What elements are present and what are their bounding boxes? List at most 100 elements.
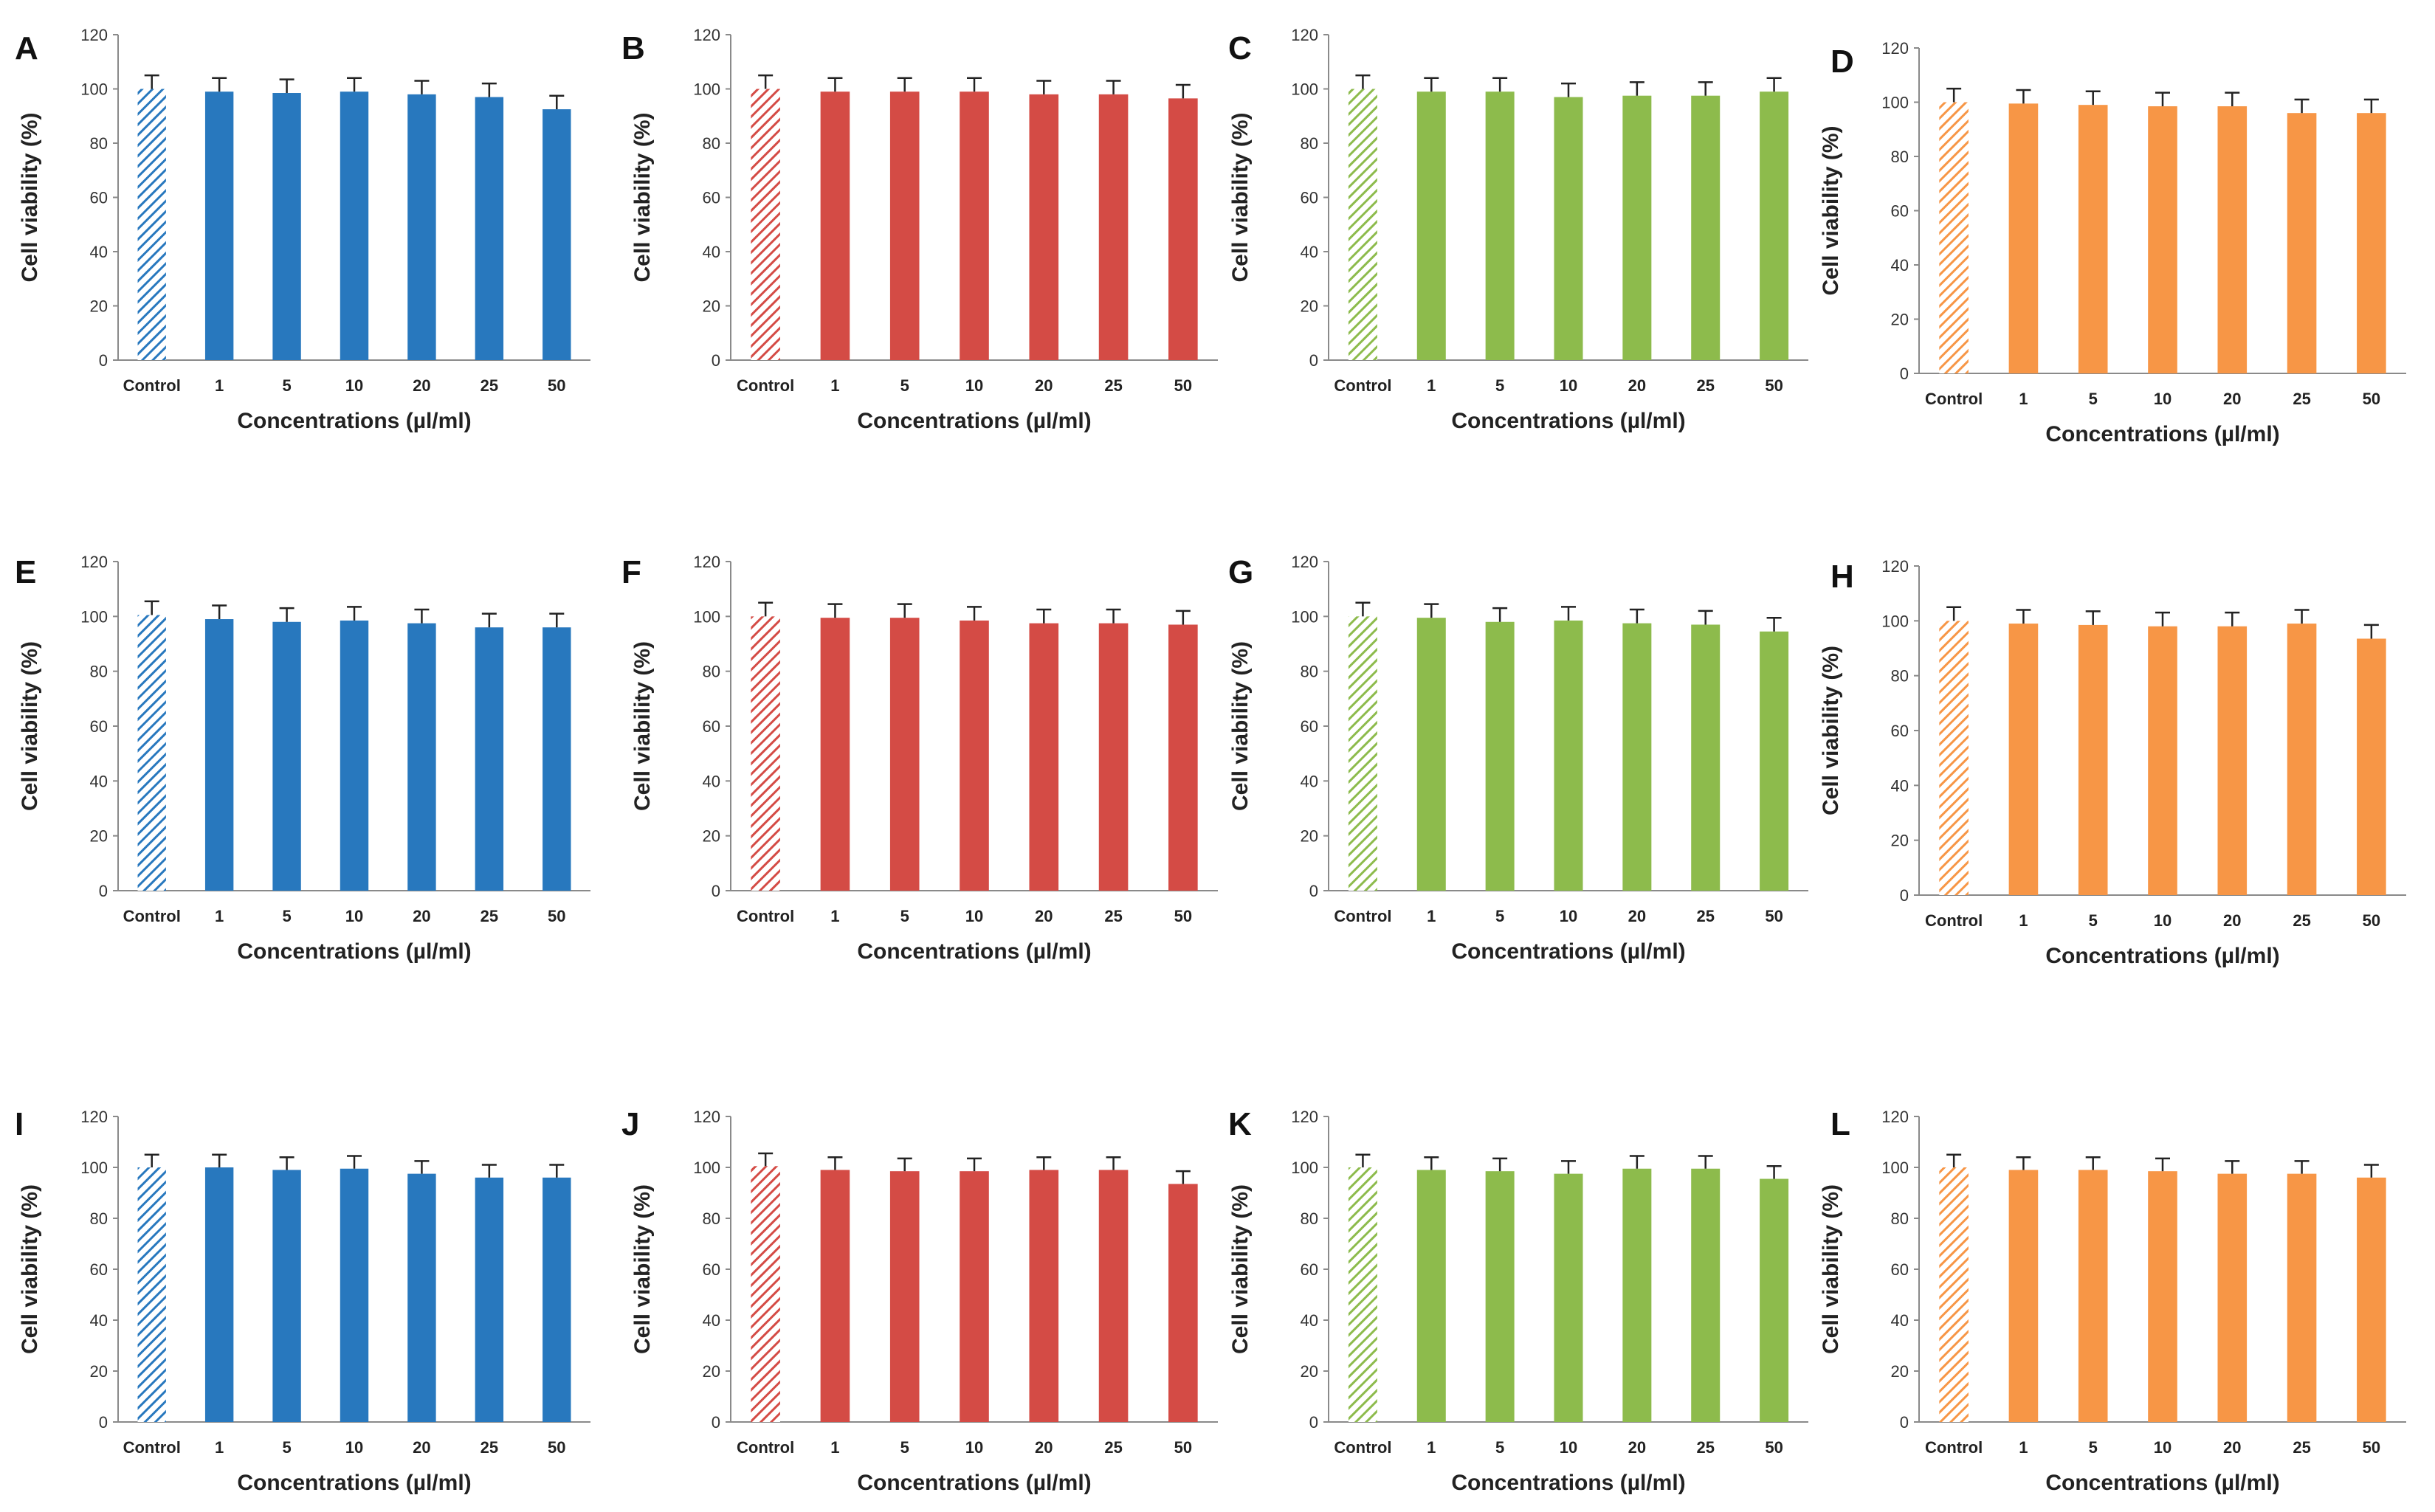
bar	[820, 1170, 850, 1422]
panel-label: B	[621, 30, 645, 66]
x-tick-label: 20	[413, 907, 430, 925]
y-tick-label: 80	[703, 1209, 720, 1228]
x-tick-label: 25	[481, 907, 498, 925]
y-tick-label: 100	[80, 1159, 108, 1177]
y-axis-title: Cell viability (%)	[1819, 646, 1843, 815]
bar	[2357, 1177, 2386, 1422]
x-tick-label: 20	[1628, 907, 1646, 925]
y-tick-label: 80	[90, 663, 108, 681]
bar	[1168, 98, 1198, 361]
x-tick-label: 10	[965, 1438, 983, 1457]
y-axis-title: Cell viability (%)	[1819, 125, 1843, 295]
bar	[2008, 1170, 2039, 1422]
bar	[2357, 113, 2386, 373]
bar	[2078, 105, 2108, 374]
bar	[1760, 1178, 1789, 1422]
bar	[2217, 626, 2248, 895]
y-axis-title: Cell viability (%)	[630, 1184, 655, 1354]
x-tick-label: 25	[1104, 1438, 1122, 1457]
x-tick-label: 1	[1427, 376, 1436, 395]
y-tick-label: 0	[99, 351, 108, 370]
x-tick-label: 5	[900, 907, 909, 925]
y-tick-label: 120	[80, 1108, 108, 1126]
bar	[2148, 1171, 2177, 1422]
panel-label: G	[1228, 554, 1253, 590]
y-tick-label: 40	[1301, 772, 1318, 790]
bar	[137, 615, 166, 891]
bar	[1098, 94, 1129, 360]
bar	[340, 92, 369, 361]
x-tick-label: 25	[481, 376, 498, 395]
x-tick-label: 25	[2293, 911, 2310, 930]
y-tick-label: 80	[1301, 134, 1318, 153]
chart-panel-h: H 0 20 40 60 80 100 120 Control 1 5 10 20 25 50 Concent…	[1819, 557, 2406, 968]
y-tick-label: 0	[99, 882, 108, 900]
y-tick-label: 100	[693, 607, 720, 626]
bar	[2148, 626, 2177, 895]
x-axis-title: Concentrations (µl/ml)	[2045, 944, 2279, 968]
x-tick-label: 1	[215, 1438, 224, 1457]
x-tick-label: 10	[1560, 907, 1577, 925]
x-axis-title: Concentrations (µl/ml)	[857, 1471, 1091, 1495]
y-tick-label: 60	[1891, 722, 1909, 740]
x-tick-label: 5	[1495, 376, 1504, 395]
x-tick-label: 25	[1696, 376, 1714, 395]
x-tick-label: 20	[1035, 376, 1053, 395]
bar	[1029, 623, 1059, 891]
y-axis-title: Cell viability (%)	[1228, 112, 1253, 282]
y-tick-label: 100	[1881, 94, 1909, 112]
x-tick-label: 50	[548, 1438, 565, 1457]
x-tick-label: 20	[2223, 390, 2241, 408]
x-tick-label: 10	[1560, 376, 1577, 395]
y-tick-label: 60	[703, 189, 720, 207]
x-tick-label: 20	[1628, 1438, 1646, 1457]
x-tick-label: 10	[965, 907, 983, 925]
bar	[751, 89, 780, 360]
y-tick-label: 120	[693, 26, 720, 44]
x-tick-label: 20	[413, 1438, 430, 1457]
y-tick-label: 40	[703, 772, 720, 790]
bar	[1416, 92, 1446, 361]
bar	[1622, 95, 1652, 360]
y-tick-label: 120	[693, 553, 720, 571]
y-tick-label: 40	[90, 772, 108, 790]
x-tick-label: Control	[1334, 1438, 1391, 1457]
bar	[1554, 1173, 1583, 1422]
y-tick-label: 80	[703, 134, 720, 153]
bar	[1348, 616, 1377, 891]
x-tick-label: 5	[2089, 1438, 2098, 1457]
bar	[1098, 623, 1129, 891]
x-tick-label: 1	[1427, 907, 1436, 925]
y-axis-title: Cell viability (%)	[1819, 1184, 1843, 1354]
x-tick-label: Control	[123, 376, 181, 395]
x-axis-title: Concentrations (µl/ml)	[1451, 939, 1685, 964]
bar	[2078, 624, 2108, 895]
y-tick-label: 60	[90, 1260, 108, 1279]
bar	[2287, 1173, 2317, 1422]
bar	[1168, 1184, 1198, 1422]
x-tick-label: 10	[345, 376, 363, 395]
y-tick-label: 60	[1301, 717, 1318, 736]
y-tick-label: 20	[90, 827, 108, 846]
y-tick-label: 120	[1881, 39, 1909, 58]
x-axis-title: Concentrations (µl/ml)	[857, 409, 1091, 433]
y-tick-label: 80	[1301, 1209, 1318, 1228]
bar	[960, 1171, 989, 1422]
bar	[1622, 1168, 1652, 1422]
bar	[960, 620, 989, 891]
bar	[1554, 620, 1583, 891]
x-tick-label: 20	[2223, 1438, 2241, 1457]
x-tick-label: 10	[2154, 390, 2171, 408]
bar	[960, 92, 989, 361]
y-tick-label: 80	[1891, 1209, 1909, 1228]
y-tick-label: 60	[1301, 189, 1318, 207]
x-axis-title: Concentrations (µl/ml)	[237, 939, 471, 964]
x-tick-label: 5	[282, 376, 291, 395]
y-tick-label: 40	[1301, 1311, 1318, 1330]
chart-panel-j: J 0 20 40 60 80 100 120 Control 1 5 10 20 25 50 Concent…	[621, 1106, 1218, 1495]
bar	[1348, 1167, 1377, 1422]
x-tick-label: 5	[900, 376, 909, 395]
x-tick-label: 10	[965, 376, 983, 395]
x-tick-label: 50	[1765, 376, 1783, 395]
